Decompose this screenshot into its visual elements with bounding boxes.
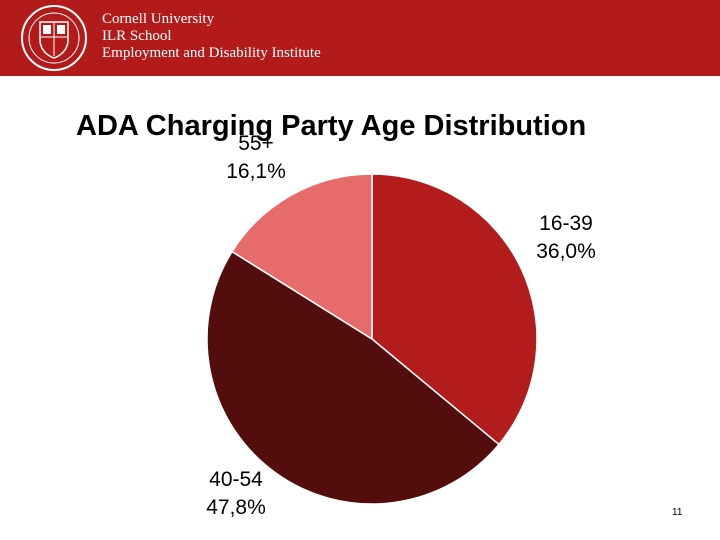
org-name: Cornell University: [102, 11, 215, 27]
chart-title: ADA Charging Party Age Distribution: [76, 110, 587, 142]
slice-category-55+: 55+: [238, 132, 274, 155]
slice-value-55+: 16,1%: [226, 160, 286, 183]
pie-slice-40-54: [206, 250, 500, 505]
slice-category-40-54: 40-54: [209, 468, 263, 491]
slice-label-55+: 55+ 16,1%: [226, 132, 286, 183]
page-number: 11: [672, 507, 683, 518]
slice-value-16-39: 36,0%: [536, 240, 596, 263]
slice-value-40-54: 47,8%: [206, 496, 266, 519]
slice-category-16-39: 16-39: [539, 212, 593, 235]
brand-text: Cornell University ILR School Employment…: [102, 11, 321, 62]
header-banner: Cornell University ILR School Employment…: [0, 0, 720, 76]
pie-slice-16-39: [371, 173, 538, 446]
school-name: ILR School: [102, 28, 172, 44]
slice-label-40-54: 40-54 47,8%: [206, 468, 266, 519]
cornell-seal-logo: [21, 5, 87, 71]
slice-label-16-39: 16-39 36,0%: [536, 212, 596, 263]
pie-slice-55+: [231, 173, 373, 341]
institute-name: Employment and Disability Institute: [102, 45, 321, 61]
